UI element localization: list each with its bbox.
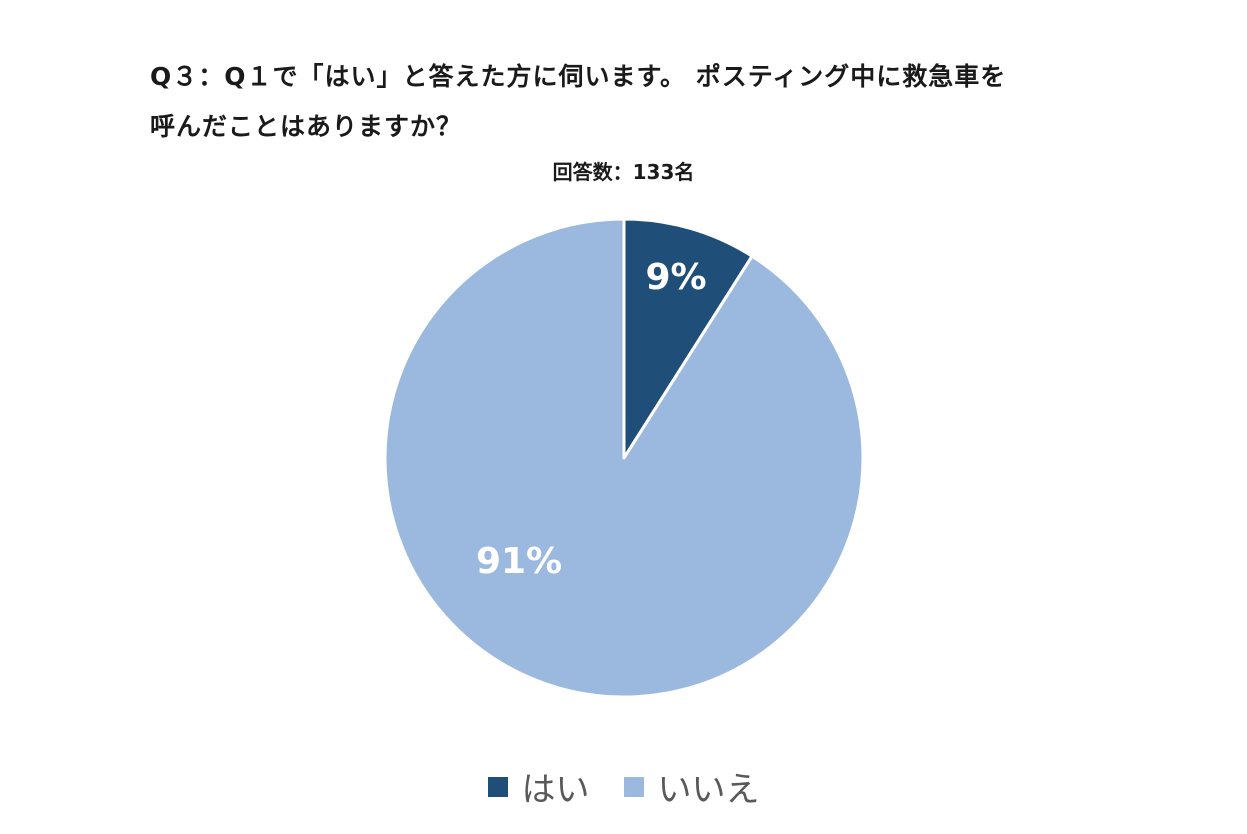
legend-label-no: いいえ [657, 770, 760, 810]
legend-item-yes: はい [487, 762, 590, 811]
pie-slice-yes [622, 217, 754, 460]
chart-title-line-2: 呼んだことはありますか？ [150, 112, 463, 141]
data-label-no: 91% [476, 541, 562, 582]
chart-title-line-1: Q３：Q１で「はい」と答えた方に伺います。 ポスティング中に救急車を [150, 62, 1007, 91]
legend-item-no: いいえ [623, 762, 760, 811]
chart-legend: はい いいえ [0, 762, 1247, 811]
chart-title: Q３：Q１で「はい」と答えた方に伺います。 ポスティング中に救急車を 呼んだこと… [150, 52, 1140, 152]
pie-slice-no [383, 217, 865, 699]
legend-swatch-yes [487, 776, 508, 797]
data-label-yes: 9% [645, 257, 706, 298]
legend-swatch-no [623, 776, 644, 797]
legend-label-yes: はい [521, 770, 590, 810]
chart-subtitle: 回答数：133名 [552, 160, 695, 184]
